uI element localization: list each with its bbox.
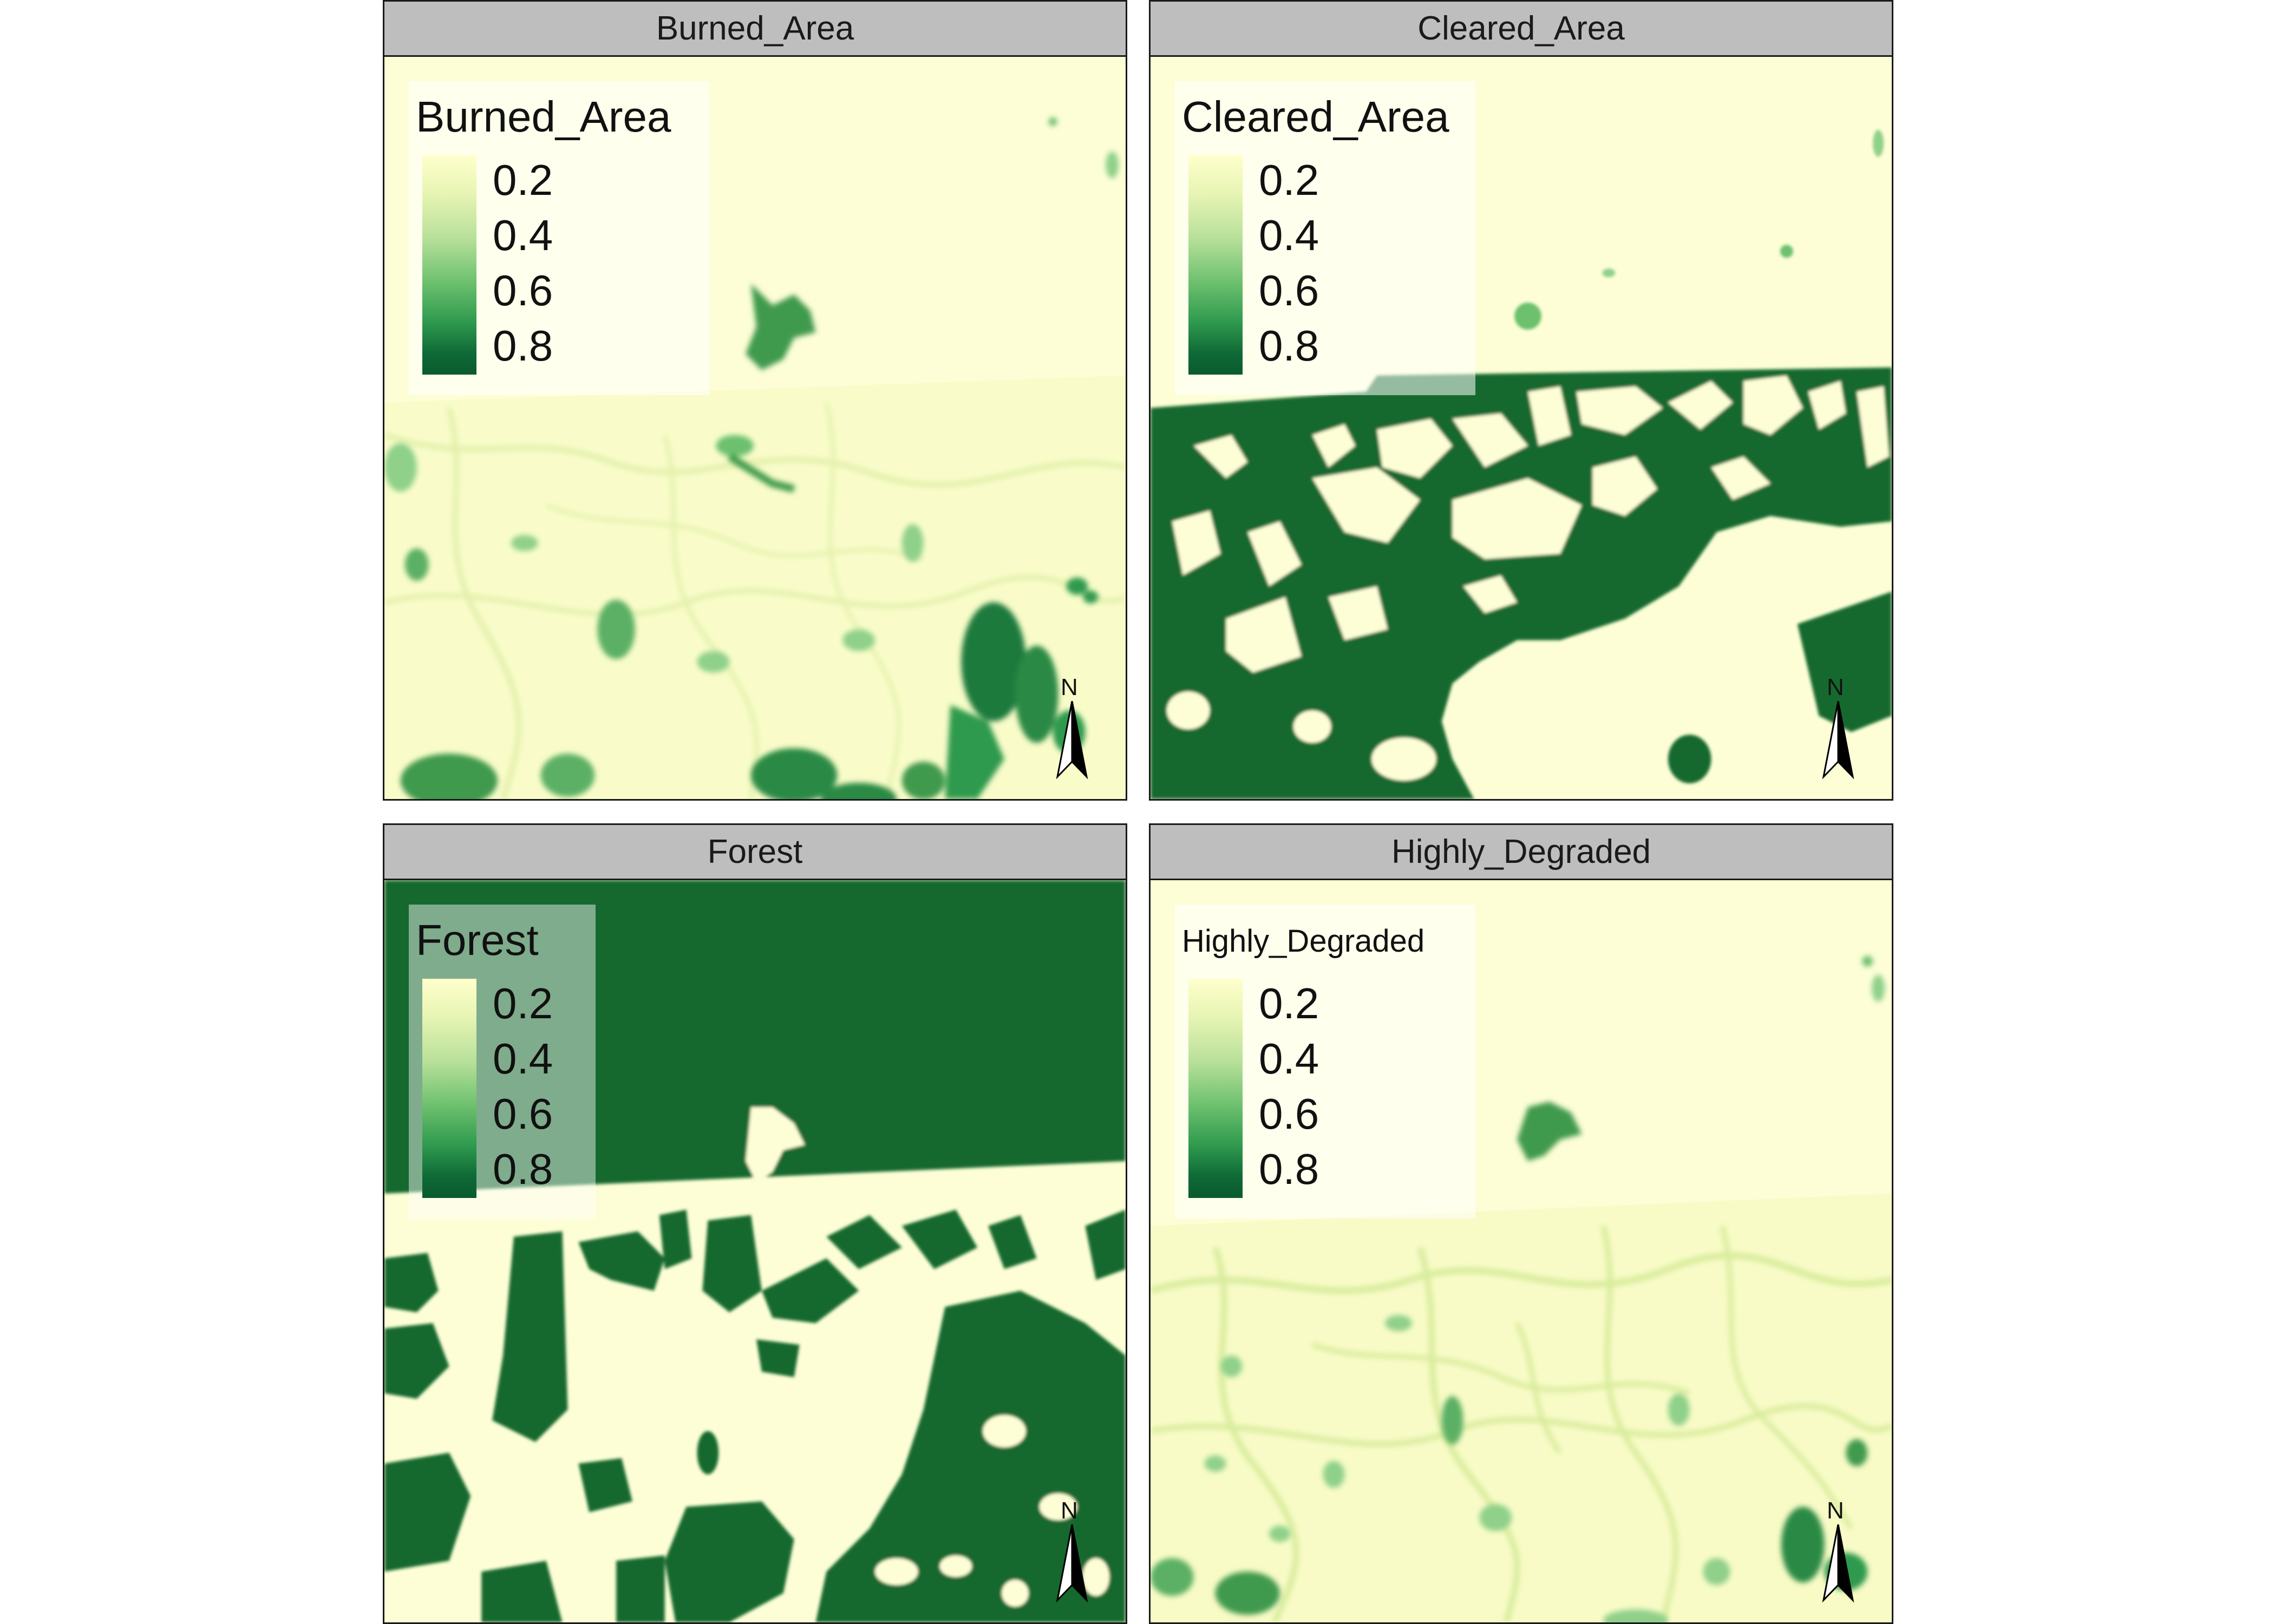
legend-title: Highly_Degraded [1182, 924, 1425, 959]
north-arrow-icon: N [1819, 674, 1857, 782]
raster-layer [384, 880, 1126, 1622]
panel-strip-title: Burned_Area [383, 0, 1127, 57]
legend-tick: 0.8 [1259, 322, 1319, 370]
north-label: N [1061, 1497, 1078, 1524]
legend-tick: 0.8 [493, 322, 553, 370]
legend-tick: 0.6 [493, 266, 553, 315]
legend-tick: 0.8 [493, 1145, 553, 1193]
map-legend: Forest 0.2 0.4 0.6 0.8 [409, 905, 596, 1219]
legend-tick: 0.6 [1259, 266, 1319, 315]
legend-colorbar [422, 979, 476, 1198]
legend-tick: 0.8 [1259, 1145, 1319, 1193]
legend-tick: 0.4 [493, 211, 553, 259]
map-panel-forest: Forest [383, 823, 1127, 1624]
legend-tick: 0.6 [493, 1090, 553, 1138]
map-canvas[interactable]: Highly_Degraded 0.2 0.4 0.6 0.8 N [1149, 880, 1893, 1624]
north-arrow-icon: N [1053, 674, 1091, 782]
map-legend: Highly_Degraded 0.2 0.4 0.6 0.8 [1175, 905, 1475, 1219]
map-canvas[interactable]: Cleared_Area 0.2 0.4 0.6 0.8 N [1149, 57, 1893, 801]
north-arrow-icon: N [1819, 1497, 1857, 1606]
panel-strip-title: Forest [383, 823, 1127, 880]
legend-tick: 0.4 [493, 1034, 553, 1083]
legend-tick: 0.4 [1259, 211, 1319, 259]
legend-tick: 0.2 [1259, 979, 1319, 1027]
map-panel-burned-area: Burned_Area [383, 0, 1127, 801]
map-canvas[interactable]: Burned_Area 0.2 0.4 0.6 0.8 N [383, 57, 1127, 801]
legend-tick: 0.2 [493, 979, 553, 1027]
legend-colorbar [1188, 979, 1243, 1198]
legend-title: Burned_Area [416, 93, 671, 141]
legend-tick: 0.2 [493, 156, 553, 204]
legend-colorbar [1188, 155, 1243, 375]
map-legend: Cleared_Area 0.2 0.4 0.6 0.8 [1175, 81, 1475, 395]
map-canvas[interactable]: Forest 0.2 0.4 0.6 0.8 N [383, 880, 1127, 1624]
map-panel-cleared-area: Cleared_Area [1149, 0, 1893, 801]
north-label: N [1827, 674, 1844, 700]
legend-title: Forest [416, 916, 539, 964]
legend-tick: 0.2 [1259, 156, 1319, 204]
map-legend: Burned_Area 0.2 0.4 0.6 0.8 [409, 81, 709, 395]
legend-colorbar [422, 155, 476, 375]
north-label: N [1061, 674, 1078, 700]
north-arrow-icon: N [1053, 1497, 1091, 1606]
north-label: N [1827, 1497, 1844, 1524]
legend-tick: 0.6 [1259, 1090, 1319, 1138]
legend-tick: 0.4 [1259, 1034, 1319, 1083]
raster-layer [384, 57, 1126, 799]
map-panel-highly-degraded: Highly_Degraded [1149, 823, 1893, 1624]
panel-strip-title: Cleared_Area [1149, 0, 1893, 57]
panel-strip-title: Highly_Degraded [1149, 823, 1893, 880]
legend-title: Cleared_Area [1182, 93, 1449, 141]
